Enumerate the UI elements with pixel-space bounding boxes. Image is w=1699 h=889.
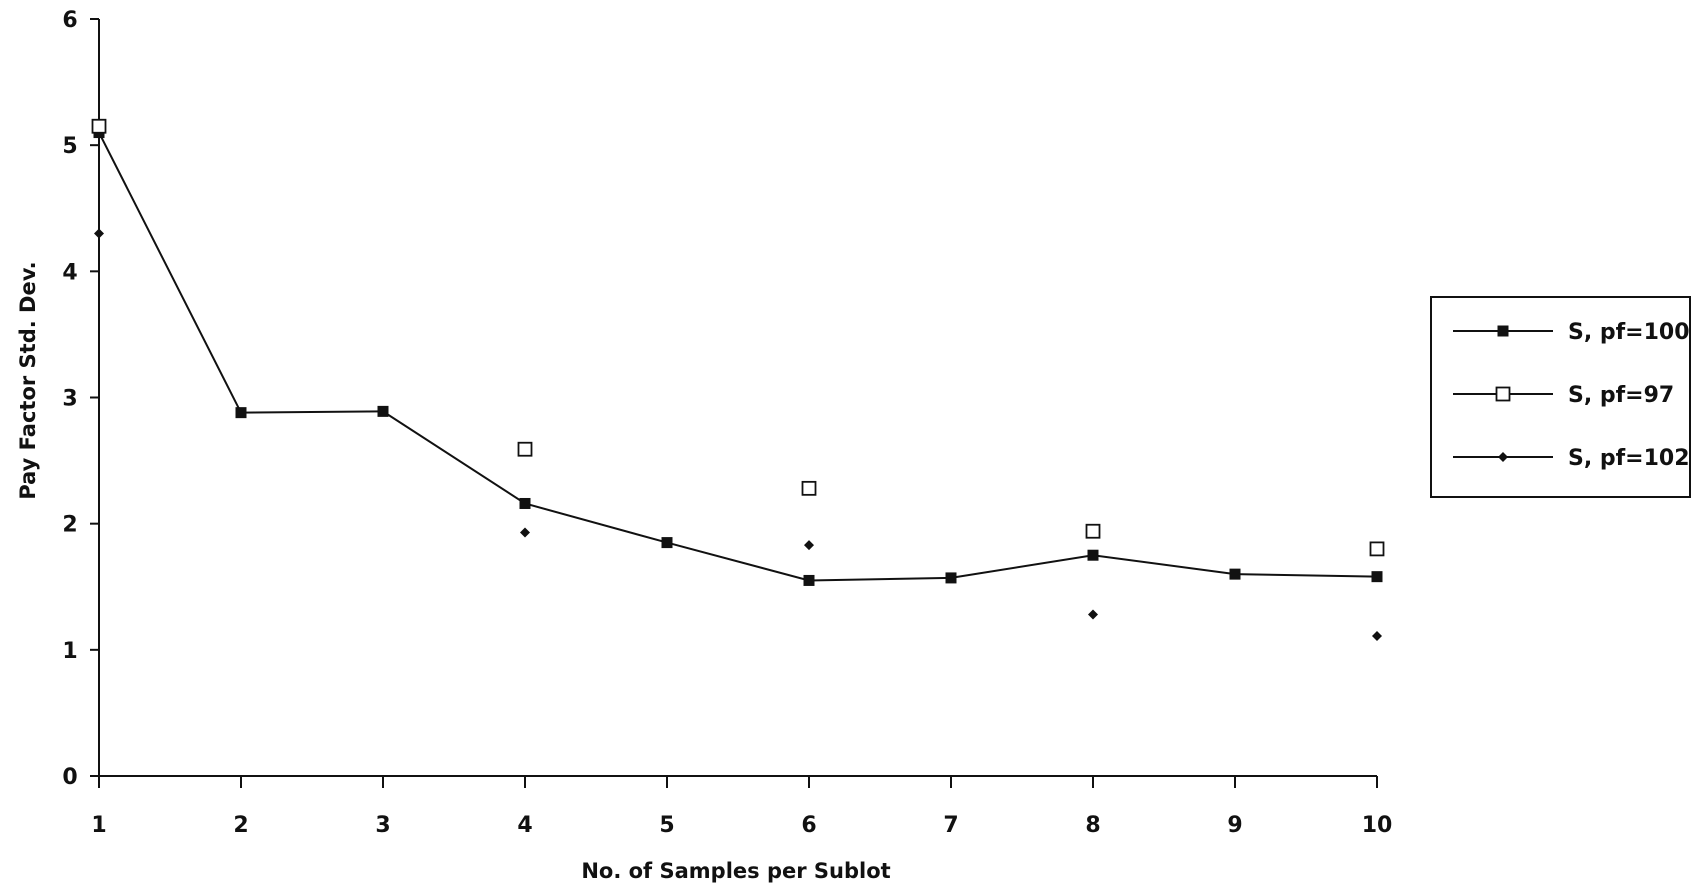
x-tick-label: 3 (375, 813, 390, 838)
y-tick-label: 5 (62, 134, 77, 159)
legend-label: S, pf=100 (1568, 320, 1690, 345)
series-1 (93, 127, 1383, 586)
x-tick-label: 7 (943, 813, 958, 838)
data-point (235, 407, 247, 419)
data-point (1372, 630, 1382, 641)
y-tick-label: 2 (62, 513, 77, 538)
legend-item: S, pf=97 (1453, 383, 1674, 408)
y-tick-label: 4 (62, 260, 77, 285)
data-point (1087, 549, 1099, 561)
series-3 (94, 228, 1382, 641)
y-axis-title: Pay Factor Std. Dev. (16, 261, 40, 499)
x-tick-label: 8 (1085, 813, 1100, 838)
x-ticks: 1 2 3 4 5 6 7 8 9 10 (91, 776, 1392, 838)
data-point (377, 405, 389, 417)
x-tick-label: 2 (233, 813, 248, 838)
legend-item: S, pf=100 (1453, 320, 1690, 345)
data-point (519, 497, 531, 509)
x-tick-label: 4 (517, 813, 532, 838)
data-point (1369, 541, 1385, 557)
data-point (517, 441, 533, 457)
data-point (1229, 568, 1241, 580)
data-point (945, 572, 957, 584)
legend-label: S, pf=102 (1568, 446, 1690, 471)
data-point (91, 118, 107, 134)
data-point (1088, 609, 1098, 620)
legend-marker (1495, 386, 1511, 402)
data-point (520, 527, 530, 538)
data-point (801, 480, 817, 496)
data-point (94, 228, 104, 239)
y-tick-label: 3 (62, 387, 77, 412)
legend-marker (1498, 452, 1508, 462)
y-tick-label: 1 (62, 639, 77, 664)
data-point (1085, 523, 1101, 539)
data-point (803, 574, 815, 586)
series-1-line (98, 132, 1378, 582)
x-tick-label: 10 (1362, 813, 1393, 838)
x-tick-label: 9 (1227, 813, 1242, 838)
y-tick-label: 6 (62, 8, 77, 33)
y-ticks: 0 1 2 3 4 5 6 (62, 8, 99, 790)
data-point (661, 537, 673, 549)
x-tick-label: 1 (91, 813, 106, 838)
series-2 (91, 118, 1385, 557)
data-point (1371, 571, 1383, 583)
y-tick-label: 0 (62, 765, 77, 790)
x-axis-title: No. of Samples per Sublot (581, 859, 890, 883)
x-tick-label: 6 (801, 813, 816, 838)
data-point (804, 540, 814, 551)
axes (98, 19, 1377, 777)
legend-item: S, pf=102 (1453, 446, 1690, 471)
legend-marker (1497, 325, 1509, 337)
legend-label: S, pf=97 (1568, 383, 1674, 408)
x-tick-label: 5 (659, 813, 674, 838)
legend: S, pf=100 S, pf=97 S, pf=102 (1430, 296, 1691, 498)
series-layer (91, 118, 1385, 641)
